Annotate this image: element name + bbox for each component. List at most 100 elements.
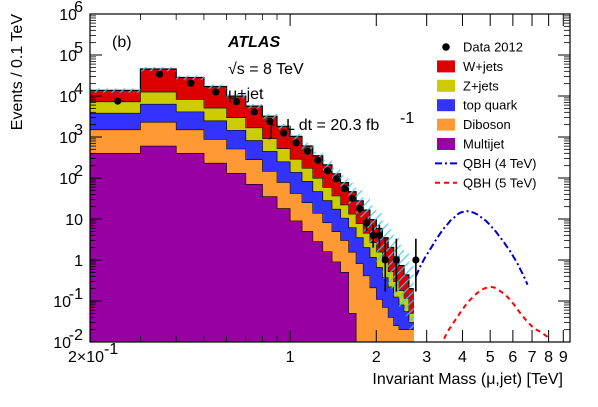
x-tick-label: 5 xyxy=(486,349,495,366)
data-marker xyxy=(280,129,288,137)
stack-bar xyxy=(356,263,364,342)
legend-entry: QBH (4 TeV) xyxy=(435,156,536,171)
stack-bar xyxy=(176,153,205,342)
stack-bar xyxy=(331,261,341,342)
data-marker xyxy=(381,256,389,264)
stack-bar xyxy=(290,220,303,342)
uncertainty-bin xyxy=(140,67,177,72)
data-marker xyxy=(250,108,258,116)
legend-swatch xyxy=(437,60,455,73)
y-tick-exponent: 5 xyxy=(74,40,83,57)
data-point xyxy=(187,79,195,87)
x-axis-title: Invariant Mass (μ,jet) [TeV] xyxy=(372,371,563,388)
stack-bar xyxy=(382,307,389,342)
x-tick-label: 9 xyxy=(559,349,568,366)
y-tick-label: 10 xyxy=(65,212,83,229)
uncertainty-bin xyxy=(245,103,263,109)
data-marker xyxy=(369,231,377,239)
data-marker xyxy=(187,79,195,87)
x-tick-label: 2×10 xyxy=(68,349,104,366)
y-tick-label: 10 xyxy=(59,130,77,147)
data-marker xyxy=(292,139,300,147)
data-marker xyxy=(412,256,420,264)
x-tick-label: 7 xyxy=(528,349,537,366)
legend-swatch xyxy=(437,118,455,131)
data-point xyxy=(323,167,332,175)
y-tick-exponent: 2 xyxy=(74,163,83,180)
uncertainty-bin xyxy=(90,88,141,93)
energy-label: √s = 8 TeV xyxy=(228,61,304,78)
stack-bar xyxy=(277,208,291,342)
data-point xyxy=(362,217,371,231)
signal-qbh-4-tev- xyxy=(414,210,529,286)
stack-bar xyxy=(393,297,400,342)
data-point xyxy=(303,147,312,155)
stack-bar xyxy=(363,275,371,342)
stack-bar xyxy=(348,252,357,342)
legend-entry: top quark xyxy=(437,98,518,113)
x-tick-label: 6 xyxy=(508,349,517,366)
data-marker xyxy=(332,175,340,183)
x-tick-label: 1 xyxy=(286,349,295,366)
stack-bar xyxy=(90,153,141,342)
data-point xyxy=(280,129,288,137)
data-marker xyxy=(266,117,274,126)
y-axis-title: Events / 0.1 TeV xyxy=(9,14,26,131)
uncertainty-bin xyxy=(277,123,291,130)
data-point xyxy=(314,156,322,164)
uncertainty-bin xyxy=(398,244,405,307)
stack-bar xyxy=(369,287,377,342)
legend-entry: Data 2012 xyxy=(442,40,523,55)
legend-swatch xyxy=(437,99,455,112)
y-tick-label: 10 xyxy=(53,335,71,352)
x-tick-exponent: -1 xyxy=(104,341,118,358)
uncertainty-bin xyxy=(176,75,204,80)
legend-marker xyxy=(442,43,450,51)
data-point xyxy=(392,238,400,292)
stack-bar xyxy=(226,173,247,342)
data-marker xyxy=(212,88,220,96)
legend-label: QBH (4 TeV) xyxy=(463,156,536,171)
uncertainty-bin xyxy=(388,229,394,289)
y-tick-exponent: 3 xyxy=(74,122,83,139)
uncertainty-bin xyxy=(262,113,277,119)
data-marker xyxy=(348,194,356,202)
data-point xyxy=(369,224,377,248)
legend-label: W+jets xyxy=(463,59,504,74)
legend-entry: W+jets xyxy=(437,59,504,74)
data-point xyxy=(356,204,364,214)
legend-label: Multijet xyxy=(463,137,505,152)
stack-bar xyxy=(322,251,333,342)
uncertainty-bin xyxy=(301,142,313,150)
data-marker xyxy=(356,204,364,213)
luminosity-label: ∫ L dt = 20.3 fb -1 xyxy=(268,110,414,140)
legend-label: Data 2012 xyxy=(463,40,523,55)
data-point xyxy=(348,194,356,202)
legend-entry: Diboson xyxy=(437,117,511,132)
uncertainty-bin xyxy=(312,151,323,161)
signal-qbh-5-tev- xyxy=(443,285,549,340)
stack-bar xyxy=(262,196,278,342)
x-tick-label: 4 xyxy=(458,349,467,366)
stack-bar xyxy=(140,146,177,342)
data-point xyxy=(340,185,349,193)
stack-bar xyxy=(393,325,400,342)
legend-label: QBH (5 TeV) xyxy=(463,175,536,190)
y-tick-label: 10 xyxy=(59,7,77,24)
x-tick-label: 3 xyxy=(422,349,431,366)
data-marker xyxy=(340,185,349,193)
y-tick-label: 10 xyxy=(59,48,77,65)
stacked-histograms xyxy=(90,68,414,342)
data-point xyxy=(250,108,258,116)
data-marker xyxy=(114,97,122,105)
stack-bar xyxy=(388,317,395,342)
uncertainty-bin xyxy=(203,84,227,89)
y-tick-label: 10 xyxy=(53,294,71,311)
stack-bar xyxy=(388,286,395,342)
uncertainty-bin xyxy=(348,182,357,205)
legend-swatch xyxy=(437,79,455,92)
uncertainty-bin xyxy=(356,190,364,218)
stack-boundary xyxy=(90,121,414,330)
data-point xyxy=(412,238,420,292)
